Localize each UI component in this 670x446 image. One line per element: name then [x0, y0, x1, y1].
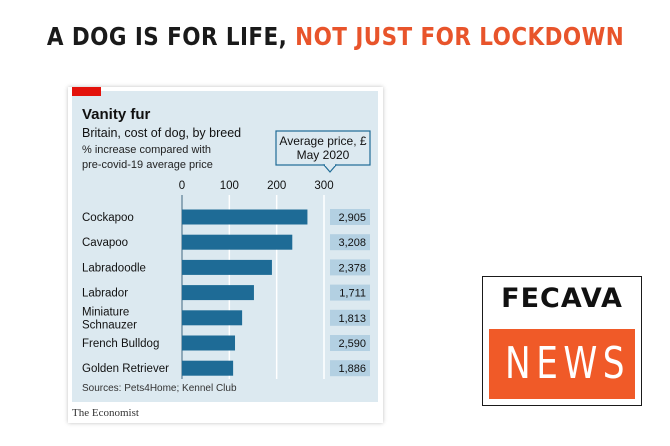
bar	[182, 234, 293, 250]
legend-line1: Average price, £	[279, 134, 366, 148]
chart-note-line2: pre-covid-19 average price	[82, 159, 213, 171]
category-label: Labradoodle	[82, 262, 146, 274]
headline: A DOG IS FOR LIFE, NOT JUST FOR LOCKDOWN	[46, 22, 625, 51]
bar	[182, 209, 308, 225]
news-logo-text: NEWS	[505, 338, 630, 389]
x-tick-label: 0	[179, 180, 185, 192]
x-tick-label: 300	[314, 180, 333, 192]
economist-chart-card: Vanity fur Britain, cost of dog, by bree…	[68, 87, 383, 423]
economist-red-tag	[72, 87, 101, 96]
category-label: Miniature	[82, 306, 129, 318]
legend-pointer	[322, 164, 338, 173]
price-box	[330, 259, 370, 276]
chart-title: Vanity fur	[82, 106, 151, 123]
category-label: Cockapoo	[82, 212, 134, 224]
price-box	[330, 284, 370, 301]
bar	[182, 335, 236, 351]
category-label: Cavapoo	[82, 237, 128, 249]
category-label: Schnauzer	[82, 319, 137, 331]
bar	[182, 259, 272, 275]
price-label: 1,711	[339, 288, 366, 300]
x-tick-labels: 0 100 200 300	[179, 180, 334, 192]
bar	[182, 310, 243, 326]
legend-box: Average price, £ May 2020	[275, 130, 371, 173]
price-box	[330, 234, 370, 251]
legend-line2: May 2020	[297, 148, 350, 162]
legend-box-frame	[275, 130, 371, 166]
chart-subtitle: Britain, cost of dog, by breed	[82, 126, 241, 140]
bar	[182, 285, 254, 301]
headline-part2: NOT JUST FOR LOCKDOWN	[295, 22, 625, 51]
category-label: French Bulldog	[82, 338, 159, 350]
chart-note-line1: % increase compared with	[82, 144, 211, 156]
news-block: NEWS	[489, 329, 635, 399]
bar-chart: Vanity fur Britain, cost of dog, by bree…	[82, 106, 371, 394]
fecava-logo-text: FECAVA	[501, 283, 623, 314]
chart-source: Sources: Pets4Home; Kennel Club	[82, 383, 237, 394]
x-tick-label: 100	[220, 180, 239, 192]
price-label: 2,905	[338, 212, 366, 224]
fecava-news-badge: FECAVA NEWS	[482, 276, 642, 406]
category-label: Golden Retriever	[82, 363, 169, 375]
price-label: 3,208	[338, 237, 366, 249]
price-box	[330, 309, 370, 326]
price-box	[330, 335, 370, 351]
x-tick-label: 200	[267, 180, 286, 192]
price-box	[330, 209, 370, 225]
price-label: 2,590	[338, 338, 366, 350]
price-box	[330, 360, 370, 377]
category-labels: Cockapoo Cavapoo Labradoodle Labrador Miniat…	[82, 212, 169, 375]
chart-panel: Vanity fur Britain, cost of dog, by bree…	[72, 91, 378, 402]
price-label: 2,378	[338, 262, 366, 274]
category-label: Labrador	[82, 288, 128, 300]
price-label: 1,813	[338, 313, 366, 325]
publisher-logo: The Economist	[72, 407, 139, 419]
headline-part1: A DOG IS FOR LIFE,	[46, 22, 288, 51]
bars	[182, 209, 308, 376]
price-label: 1,886	[338, 363, 366, 375]
average-price-labels: 2,905 3,208 2,378 1,711 1,813 2,590 1,886	[330, 209, 370, 377]
bar	[182, 360, 234, 376]
